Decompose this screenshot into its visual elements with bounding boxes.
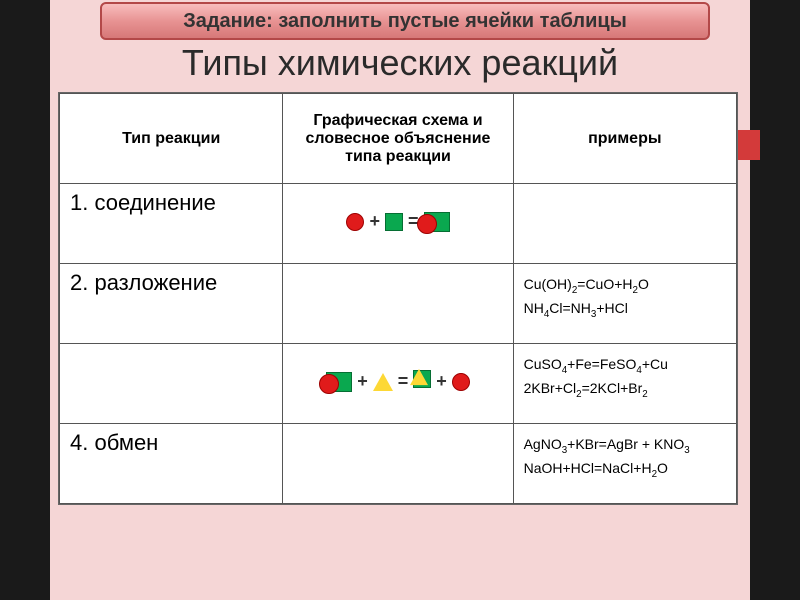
banner-text: Задание: заполнить пустые ячейки таблицы (183, 10, 627, 33)
type-cell: 1. соединение (60, 184, 283, 264)
schema-cell (283, 424, 513, 504)
page-title: Типы химических реакций (60, 42, 740, 84)
reactions-table: Тип реакции Графическая схема и словесно… (59, 93, 737, 504)
side-bar-left (0, 0, 50, 600)
example-cell (513, 184, 736, 264)
shapes-combination-icon: + = (346, 211, 449, 232)
type-cell: 2. разложение (60, 264, 283, 344)
header-schema: Графическая схема и словесное объяснение… (283, 94, 513, 184)
schema-cell: + = (283, 184, 513, 264)
type-cell: 4. обмен (60, 424, 283, 504)
row-4: 4. обмен AgNO3+KBr=AgBr + KNO3 NaOH+HCl=… (60, 424, 737, 504)
example-cell: CuSO4+Fe=FeSO4+Cu 2KBr+Cl2=2KCl+Br2 (513, 344, 736, 424)
header-examples: примеры (513, 94, 736, 184)
header-row: Тип реакции Графическая схема и словесно… (60, 94, 737, 184)
schema-cell: + = + (283, 344, 513, 424)
row-1: 1. соединение + = (60, 184, 737, 264)
schema-cell (283, 264, 513, 344)
example-cell: AgNO3+KBr=AgBr + KNO3 NaOH+HCl=NaCl+H2O (513, 424, 736, 504)
side-bar-right (750, 0, 800, 600)
row-2: 2. разложение Cu(OH)2=CuO+H2O NH4Cl=NH3+… (60, 264, 737, 344)
task-banner: Задание: заполнить пустые ячейки таблицы (100, 2, 710, 40)
table-container: Тип реакции Графическая схема и словесно… (58, 92, 738, 505)
example-cell: Cu(OH)2=CuO+H2O NH4Cl=NH3+HCl (513, 264, 736, 344)
type-cell (60, 344, 283, 424)
row-3: + = + CuSO4+Fe=FeSO4+Cu 2KBr+Cl2=2KCl+Br… (60, 344, 737, 424)
header-type: Тип реакции (60, 94, 283, 184)
shapes-substitution-icon: + = + (326, 370, 470, 393)
